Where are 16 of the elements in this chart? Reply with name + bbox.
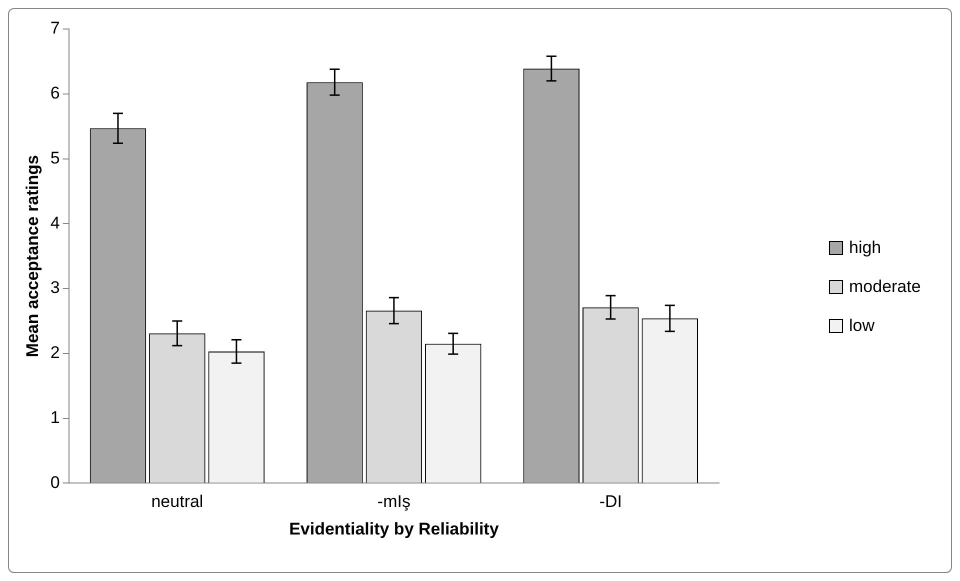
y-tick-label: 0: [50, 472, 60, 492]
legend-label: moderate: [849, 277, 921, 297]
y-tick-label: 6: [50, 84, 60, 103]
y-axis-title: Mean acceptance ratings: [22, 155, 42, 358]
y-tick-label: 3: [50, 278, 60, 298]
x-tick-label: -DI: [599, 492, 622, 512]
x-axis-title: Evidentiality by Reliability: [289, 519, 500, 538]
x-tick-label: -mIş: [377, 492, 410, 512]
x-tick-label: neutral: [151, 492, 204, 512]
legend-label: high: [849, 238, 882, 258]
y-tick-label: 5: [50, 148, 60, 168]
text: low: [849, 316, 875, 336]
y-tick-label: 7: [50, 18, 60, 38]
y-tick-label: 2: [50, 343, 60, 362]
y-tick-label: 4: [50, 213, 60, 232]
y-tick-label: 1: [50, 408, 60, 427]
